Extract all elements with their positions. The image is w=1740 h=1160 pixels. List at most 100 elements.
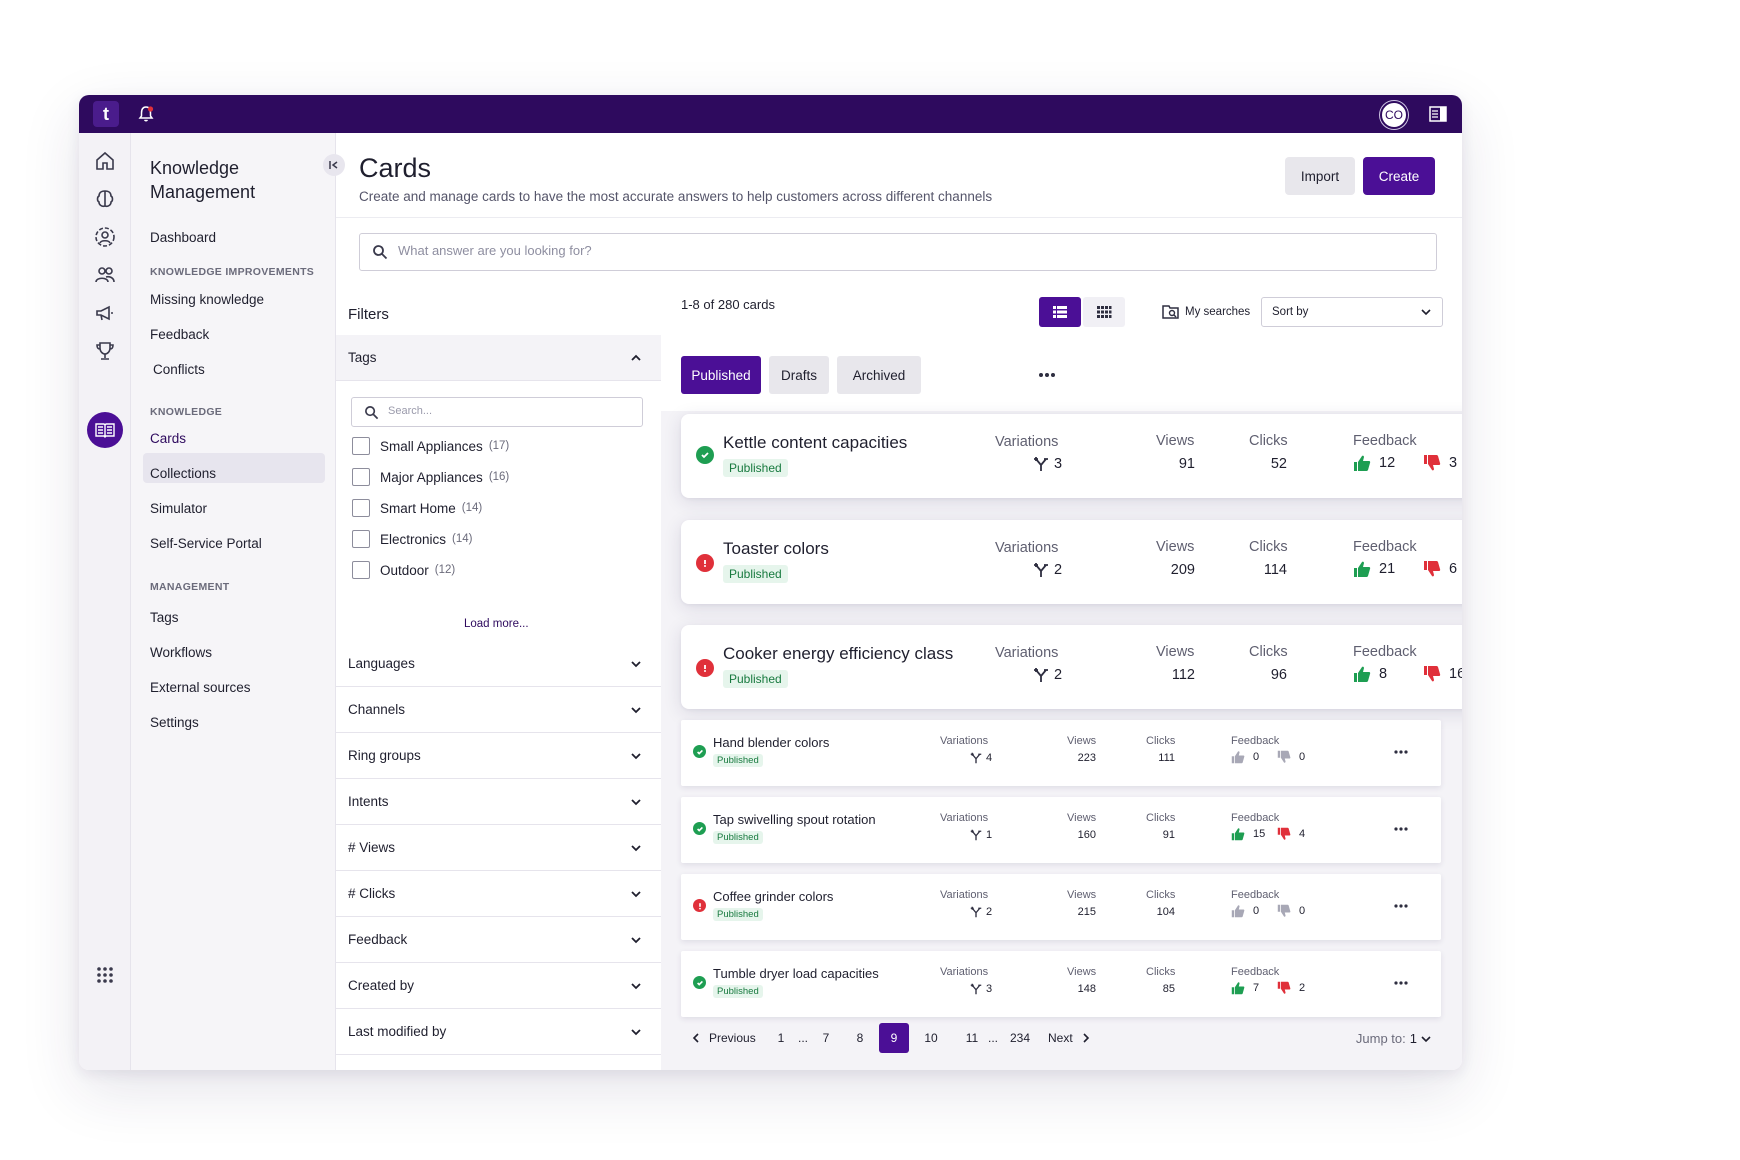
thumbs-down-icon[interactable] (1423, 454, 1441, 472)
tab-archived[interactable]: Archived (837, 356, 921, 394)
avatar[interactable]: CO (1380, 101, 1408, 129)
filter-group-created-by[interactable]: Created by (336, 963, 661, 1009)
brain-icon[interactable] (93, 187, 117, 211)
sidebar-item-self-service-portal[interactable]: Self-Service Portal (150, 536, 262, 551)
tag-option[interactable]: Smart Home (14) (352, 497, 482, 519)
tab-published[interactable]: Published (681, 356, 761, 394)
search-bar[interactable] (359, 233, 1437, 271)
thumbs-down-icon[interactable] (1277, 827, 1291, 841)
sidebar-item-tags[interactable]: Tags (150, 610, 179, 625)
grid-view-button[interactable] (1083, 297, 1125, 327)
thumbs-up-icon[interactable] (1231, 981, 1245, 995)
previous-page-button[interactable]: Previous (691, 1023, 756, 1053)
thumbs-up-icon[interactable] (1231, 750, 1245, 764)
card-title[interactable]: Tap swivelling spout rotation (713, 812, 876, 827)
tag-checkbox[interactable] (352, 437, 370, 455)
page-number[interactable]: 10 (924, 1031, 938, 1045)
jump-value[interactable]: 1 (1409, 1031, 1417, 1046)
bell-icon[interactable] (137, 105, 155, 123)
card-title[interactable]: Kettle content capacities (723, 433, 908, 452)
page-number-current[interactable]: 9 (879, 1023, 909, 1053)
card-title[interactable]: Cooker energy efficiency class (723, 644, 954, 663)
more-icon[interactable] (1393, 824, 1409, 834)
person-target-icon[interactable] (93, 225, 117, 249)
megaphone-icon[interactable] (93, 301, 117, 325)
thumbs-up-icon[interactable] (1353, 665, 1371, 683)
more-icon[interactable] (1393, 901, 1409, 911)
sidebar-item-settings[interactable]: Settings (150, 715, 199, 730)
sidebar-item-workflows[interactable]: Workflows (150, 645, 213, 660)
filter-group-channels[interactable]: Channels (336, 687, 661, 733)
card-row[interactable]: Hand blender colors Published Variations… (681, 720, 1441, 786)
sidebar-item-feedback[interactable]: Feedback (150, 327, 210, 342)
sidebar-item-simulator[interactable]: Simulator (150, 501, 208, 516)
page-number[interactable]: 8 (856, 1031, 864, 1045)
card-title[interactable]: Coffee grinder colors (713, 889, 834, 904)
more-icon[interactable] (1393, 747, 1409, 757)
tag-checkbox[interactable] (352, 468, 370, 486)
trophy-icon[interactable] (93, 339, 117, 363)
filter-group-clicks[interactable]: # Clicks (336, 871, 661, 917)
card-row[interactable]: Tumble dryer load capacities Published V… (681, 951, 1441, 1017)
filter-group-last-modified-by[interactable]: Last modified by (336, 1009, 661, 1055)
my-searches-button[interactable]: My searches (1162, 300, 1250, 324)
more-icon[interactable] (1037, 367, 1057, 383)
tag-option[interactable]: Major Appliances (16) (352, 466, 509, 488)
card-title[interactable]: Tumble dryer load capacities (713, 966, 879, 981)
more-icon[interactable] (1393, 978, 1409, 988)
sidebar-item-external-sources[interactable]: External sources (150, 680, 251, 695)
import-button[interactable]: Import (1285, 157, 1355, 195)
tag-search-input[interactable] (388, 405, 618, 417)
sort-by-select[interactable]: Sort by (1261, 297, 1443, 327)
card-title[interactable]: Hand blender colors (713, 735, 830, 750)
page-number[interactable]: 234 (1009, 1031, 1031, 1045)
create-button[interactable]: Create (1363, 157, 1435, 195)
tag-checkbox[interactable] (352, 561, 370, 579)
page-number[interactable]: 1 (777, 1031, 785, 1045)
filter-group-feedback[interactable]: Feedback (336, 917, 661, 963)
page-number[interactable]: 11 (965, 1031, 979, 1045)
sidebar-item-collections[interactable]: Collections (150, 466, 217, 481)
tab-drafts[interactable]: Drafts (769, 356, 829, 394)
search-input[interactable] (398, 243, 1298, 258)
tag-option[interactable]: Small Appliances (17) (352, 435, 509, 457)
logo-icon[interactable]: t (93, 101, 119, 127)
sidebar-item-dashboard[interactable]: Dashboard (150, 230, 217, 245)
card-row[interactable]: Kettle content capacities Published Vari… (681, 414, 1462, 498)
thumbs-down-icon[interactable] (1423, 665, 1441, 683)
load-more-link[interactable]: Load more... (464, 618, 529, 630)
tag-checkbox[interactable] (352, 499, 370, 517)
filter-group-languages[interactable]: Languages (336, 641, 661, 687)
home-icon[interactable] (93, 149, 117, 173)
thumbs-up-icon[interactable] (1231, 827, 1245, 841)
card-row[interactable]: Tap swivelling spout rotation Published … (681, 797, 1441, 863)
thumbs-up-icon[interactable] (1231, 904, 1245, 918)
card-row[interactable]: Cooker energy efficiency class Published… (681, 625, 1462, 709)
sidebar-item-cards[interactable]: Cards (150, 431, 187, 446)
page-number[interactable]: 7 (822, 1031, 830, 1045)
list-view-button[interactable] (1039, 297, 1081, 327)
tag-search-field[interactable] (351, 397, 643, 427)
filter-group-tags[interactable]: Tags (336, 335, 661, 381)
panel-toggle-icon[interactable] (1429, 106, 1447, 122)
card-title[interactable]: Toaster colors (723, 539, 829, 558)
thumbs-up-icon[interactable] (1353, 560, 1371, 578)
book-icon[interactable] (93, 418, 117, 442)
collapse-sidebar-button[interactable] (323, 154, 345, 176)
people-icon[interactable] (93, 263, 117, 287)
apps-grid-icon[interactable] (95, 965, 115, 985)
filter-group-ring-groups[interactable]: Ring groups (336, 733, 661, 779)
sidebar-item-missing-knowledge[interactable]: Missing knowledge (150, 292, 265, 307)
jump-to-control[interactable]: Jump to: 1 (1356, 1031, 1431, 1046)
next-page-button[interactable]: Next (1048, 1023, 1091, 1053)
filter-group-views[interactable]: # Views (336, 825, 661, 871)
card-row[interactable]: Coffee grinder colors Published Variatio… (681, 874, 1441, 940)
thumbs-down-icon[interactable] (1423, 560, 1441, 578)
thumbs-down-icon[interactable] (1277, 904, 1291, 918)
thumbs-down-icon[interactable] (1277, 981, 1291, 995)
thumbs-up-icon[interactable] (1353, 454, 1371, 472)
tag-option[interactable]: Outdoor (12) (352, 559, 455, 581)
tag-option[interactable]: Electronics (14) (352, 528, 472, 550)
tag-checkbox[interactable] (352, 530, 370, 548)
filter-group-intents[interactable]: Intents (336, 779, 661, 825)
